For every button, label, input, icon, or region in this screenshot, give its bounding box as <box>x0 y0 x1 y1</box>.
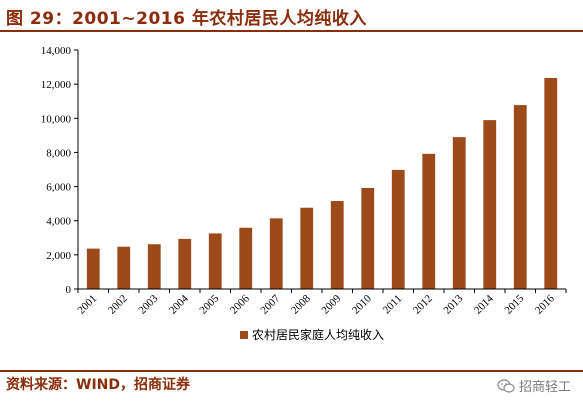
x-tick-label: 2001 <box>75 293 99 317</box>
y-axis: 0 2,000 4,000 6,000 8,000 10,000 12,000 14,000 <box>41 45 79 296</box>
x-tick-label: 2015 <box>502 292 526 316</box>
bar-2016 <box>544 77 558 289</box>
y-tick-label: 6,000 <box>46 182 71 194</box>
x-tick-label: 2012 <box>411 293 435 317</box>
x-tick-label: 2009 <box>319 292 343 316</box>
x-tick-label: 2014 <box>472 292 496 316</box>
x-tick-label: 2011 <box>381 293 405 317</box>
legend-label: 农村居民家庭人均纯收入 <box>252 327 384 342</box>
bar-2005 <box>208 233 222 289</box>
bar-2010 <box>361 187 375 289</box>
y-tick-label: 10,000 <box>41 113 72 125</box>
bar-2004 <box>178 238 192 289</box>
bars <box>86 77 558 290</box>
bar-2002 <box>117 246 131 289</box>
chart-title: 图 29：2001~2016 年农村居民人均纯收入 <box>6 9 367 29</box>
wechat-icon <box>497 378 515 393</box>
bar-2008 <box>300 207 314 289</box>
bar-2006 <box>239 227 253 289</box>
watermark-text: 招商轻工 <box>518 380 571 395</box>
y-tick-label: 2,000 <box>46 250 71 262</box>
x-tick-label: 2004 <box>167 292 191 316</box>
x-tick-label: 2008 <box>289 292 313 316</box>
title-rule <box>0 30 583 32</box>
x-tick-label: 2016 <box>533 292 557 316</box>
source-note: 资料来源：WIND，招商证券 <box>6 377 190 393</box>
x-tick-label: 2005 <box>197 292 221 316</box>
bar-2015 <box>513 105 527 290</box>
x-tick-label: 2013 <box>441 292 465 316</box>
bar-chart: 02,0004,0006,0008,00010,00012,00014,000 … <box>41 45 567 342</box>
bar-2014 <box>483 120 497 289</box>
bar-2007 <box>269 218 283 289</box>
x-tick-label: 2006 <box>228 292 252 316</box>
watermark: 招商轻工 <box>497 376 571 395</box>
y-tick-label: 12,000 <box>41 79 72 91</box>
bar-2001 <box>86 248 100 289</box>
x-tick-label: 2010 <box>350 292 374 316</box>
bar-2009 <box>330 201 344 289</box>
footer-rule <box>0 370 583 372</box>
y-tick-label: 8,000 <box>46 147 71 159</box>
bar-2003 <box>147 244 161 289</box>
x-axis: 2001 2002 2003 2004 2005 2006 2007 2008 2009 2010… <box>75 288 567 317</box>
x-tick-label: 2007 <box>258 292 282 316</box>
y-tick-label: 14,000 <box>41 45 72 57</box>
legend: 农村居民家庭人均纯收入 <box>240 327 384 342</box>
bar-2013 <box>452 137 466 289</box>
y-tick-label: 0 <box>66 284 72 296</box>
legend-swatch <box>240 331 248 339</box>
y-tick-label: 4,000 <box>46 216 71 228</box>
bar-2012 <box>422 153 436 289</box>
bar-2011 <box>391 169 405 289</box>
x-tick-label: 2002 <box>106 293 130 317</box>
x-tick-label: 2003 <box>136 292 160 316</box>
